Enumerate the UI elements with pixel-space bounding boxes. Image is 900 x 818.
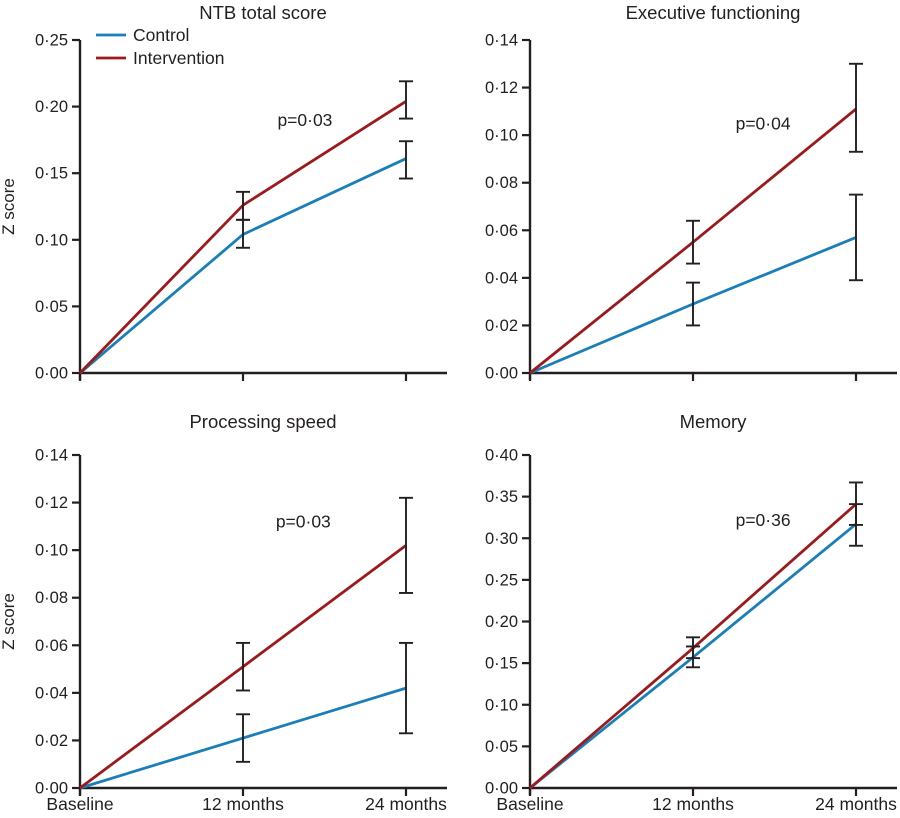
y-tick-label: 0·10 — [35, 231, 68, 249]
p-value-label: p=0·04 — [736, 113, 791, 133]
y-tick-label: 0·08 — [485, 174, 518, 192]
control-error-bar — [399, 140, 413, 180]
y-tick-label: 0·00 — [485, 780, 518, 798]
y-tick-label: 0·14 — [35, 447, 68, 465]
y-tick-label: 0·05 — [485, 738, 518, 756]
y-tick-label: 0·10 — [485, 127, 518, 145]
y-tick-label: 0·35 — [485, 488, 518, 506]
panel-title: NTB total score — [199, 2, 327, 23]
y-tick-label: 0·12 — [485, 79, 518, 97]
intervention-error-bar — [686, 219, 700, 265]
y-tick-label: 0·10 — [485, 696, 518, 714]
y-tick-label: 0·20 — [485, 613, 518, 631]
panel-title: Executive functioning — [626, 2, 801, 23]
y-tick-label: 0·40 — [485, 447, 518, 465]
p-value-label: p=0·36 — [736, 510, 791, 530]
x-tick-label: 12 months — [652, 794, 734, 814]
y-tick-label: 0·14 — [485, 32, 518, 50]
intervention-error-bar — [686, 636, 700, 660]
legend-item-label: Intervention — [133, 48, 224, 68]
y-tick-label: 0·00 — [35, 365, 68, 383]
y-tick-label: 0·08 — [35, 589, 68, 607]
control-error-bar — [686, 281, 700, 327]
x-tick-label: Baseline — [496, 794, 563, 814]
x-tick-label: 24 months — [815, 794, 897, 814]
y-tick-label: 0·30 — [485, 530, 518, 548]
y-tick-label: 0·25 — [485, 571, 518, 589]
control-error-bar — [399, 641, 413, 735]
control-error-bar — [236, 713, 250, 763]
panel-title: Memory — [680, 411, 748, 432]
intervention-error-bar — [399, 80, 413, 120]
panel-memory: Memory 0·00 0·05 0·10 0·15 0·20 0·25 0·30 0·35 0·… — [485, 411, 897, 814]
intervention-error-bar — [849, 62, 863, 153]
y-tick-label: 0·04 — [485, 269, 518, 287]
x-tick-label: 12 months — [202, 794, 284, 814]
y-tick-label: 0·15 — [35, 165, 68, 183]
control-error-bar — [236, 218, 250, 249]
panel-processing-speed: Processing speed 0·00 0·02 0·04 0·06 0·08 0·10… — [0, 411, 447, 814]
x-tick-label: 24 months — [365, 794, 447, 814]
panel-title: Processing speed — [189, 411, 336, 432]
control-line — [79, 157, 407, 375]
control-error-bar — [849, 193, 863, 282]
x-tick-label: Baseline — [46, 794, 113, 814]
y-tick-label: 0·10 — [35, 542, 68, 560]
y-tick-label: 0·00 — [485, 365, 518, 383]
panel-ntb-total-score: NTB total score 0·00 0·05 0·10 0·15 0·20 0·25 Z… — [0, 2, 447, 383]
p-value-label: p=0·03 — [277, 110, 332, 130]
y-tick-label: 0·06 — [35, 637, 68, 655]
y-tick-label: 0·15 — [485, 655, 518, 673]
legend-item-label: Control — [133, 25, 189, 45]
intervention-error-bar — [236, 641, 250, 692]
intervention-error-bar — [849, 481, 863, 526]
y-tick-label: 0·25 — [35, 32, 68, 50]
y-tick-label: 0·00 — [35, 780, 68, 798]
y-tick-label: 0·04 — [35, 684, 68, 702]
p-value-label: p=0·03 — [276, 512, 331, 532]
y-axis-label: Z score — [0, 178, 18, 235]
y-tick-label: 0·05 — [35, 298, 68, 316]
intervention-error-bar — [236, 190, 250, 221]
intervention-error-bar — [399, 496, 413, 594]
y-tick-label: 0·06 — [485, 222, 518, 240]
y-tick-label: 0·20 — [35, 98, 68, 116]
y-tick-label: 0·02 — [35, 732, 68, 750]
y-tick-label: 0·02 — [485, 317, 518, 335]
y-tick-label: 0·12 — [35, 494, 68, 512]
y-axis-label: Z score — [0, 593, 18, 650]
panel-executive-functioning: Executive functioning 0·00 0·02 0·04 0·06 0·0… — [485, 2, 897, 383]
